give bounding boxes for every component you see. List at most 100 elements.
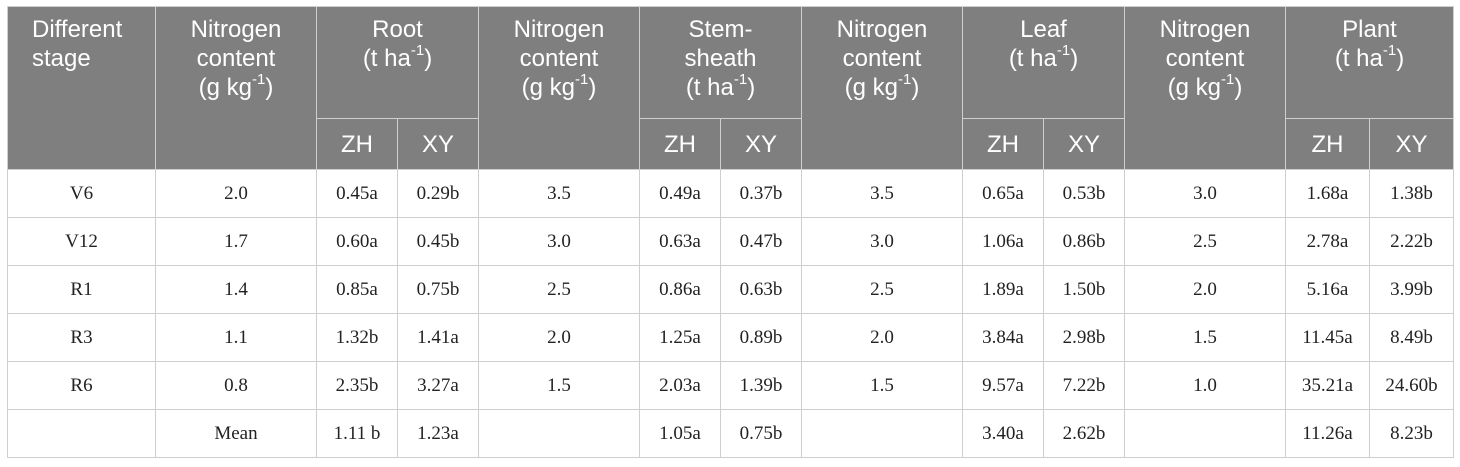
cell-root-xy: 0.75b	[398, 266, 479, 314]
table-row: V6 2.0 0.45a 0.29b 3.5 0.49a 0.37b 3.5 0…	[8, 170, 1454, 218]
table-row: Mean 1.11 b 1.23a 1.05a 0.75b 3.40a 2.62…	[8, 410, 1454, 458]
table-row: R1 1.4 0.85a 0.75b 2.5 0.86a 0.63b 2.5 1…	[8, 266, 1454, 314]
cell-stage	[8, 410, 156, 458]
header-nitrogen-3: Nitrogen content (g kg-1)	[802, 7, 963, 170]
cell-root-zh: 0.45a	[317, 170, 398, 218]
cell-nitrogen-root: 2.0	[156, 170, 317, 218]
cell-stem-zh: 2.03a	[640, 362, 721, 410]
cell-root-xy: 1.23a	[398, 410, 479, 458]
cell-root-zh: 1.32b	[317, 314, 398, 362]
header-nitrogen-word: Nitrogen	[837, 16, 928, 43]
cell-nitrogen-stem: 2.5	[479, 266, 640, 314]
header-leaf-title: Leaf	[1020, 16, 1067, 43]
cell-nitrogen-plant: 2.0	[1125, 266, 1286, 314]
cell-stem-zh: 1.05a	[640, 410, 721, 458]
header-unit-exp: -1	[898, 71, 911, 88]
header-unit: (g kg	[845, 74, 898, 101]
header-unit-exp: -1	[575, 71, 588, 88]
cell-leaf-xy: 0.53b	[1044, 170, 1125, 218]
cell-nitrogen-plant: 1.5	[1125, 314, 1286, 362]
cell-stem-xy: 0.89b	[721, 314, 802, 362]
cell-nitrogen-leaf	[802, 410, 963, 458]
cell-nitrogen-leaf: 1.5	[802, 362, 963, 410]
header-nitrogen-word: Nitrogen	[1160, 16, 1251, 43]
header-leaf-zh: ZH	[963, 119, 1044, 170]
cell-leaf-xy: 2.62b	[1044, 410, 1125, 458]
table-row: R6 0.8 2.35b 3.27a 1.5 2.03a 1.39b 1.5 9…	[8, 362, 1454, 410]
header-nitrogen-1: Nitrogen content (g kg-1)	[156, 7, 317, 170]
cell-nitrogen-plant: 3.0	[1125, 170, 1286, 218]
header-nitrogen-4: Nitrogen content (g kg-1)	[1125, 7, 1286, 170]
cell-nitrogen-leaf: 3.5	[802, 170, 963, 218]
cell-leaf-xy: 7.22b	[1044, 362, 1125, 410]
cell-leaf-zh: 0.65a	[963, 170, 1044, 218]
cell-stage: V12	[8, 218, 156, 266]
header-unit-exp: -1	[252, 71, 265, 88]
cell-leaf-zh: 9.57a	[963, 362, 1044, 410]
header-root-title: Root	[372, 16, 423, 43]
header-nitrogen-word: Nitrogen	[514, 16, 605, 43]
header-unit-close: )	[911, 74, 919, 101]
cell-nitrogen-plant: 2.5	[1125, 218, 1286, 266]
header-unit: (g kg	[199, 74, 252, 101]
header-stage: Different stage	[8, 7, 156, 170]
cell-leaf-zh: 1.06a	[963, 218, 1044, 266]
cell-root-zh: 0.85a	[317, 266, 398, 314]
header-plant-unit-close: )	[1396, 45, 1404, 72]
header-unit-close: )	[588, 74, 596, 101]
cell-plant-xy: 3.99b	[1370, 266, 1454, 314]
header-plant-title: Plant	[1342, 16, 1397, 43]
data-table-container: Different stage Nitrogen content (g kg-1…	[7, 6, 1454, 458]
header-root-xy: XY	[398, 119, 479, 170]
header-leaf: Leaf (t ha-1)	[963, 7, 1125, 119]
header-unit-close: )	[1234, 74, 1242, 101]
header-content-word: content	[1166, 45, 1245, 72]
nitrogen-biomass-table: Different stage Nitrogen content (g kg-1…	[7, 6, 1454, 458]
header-stem-xy: XY	[721, 119, 802, 170]
cell-plant-zh: 11.45a	[1286, 314, 1370, 362]
cell-leaf-xy: 0.86b	[1044, 218, 1125, 266]
header-stage-line2: stage	[32, 45, 91, 72]
header-root-unit: (t ha	[363, 45, 411, 72]
cell-nitrogen-plant	[1125, 410, 1286, 458]
cell-stage: R6	[8, 362, 156, 410]
cell-root-zh: 0.60a	[317, 218, 398, 266]
cell-nitrogen-root: Mean	[156, 410, 317, 458]
cell-root-zh: 1.11 b	[317, 410, 398, 458]
cell-plant-zh: 2.78a	[1286, 218, 1370, 266]
cell-root-xy: 3.27a	[398, 362, 479, 410]
table-row: R3 1.1 1.32b 1.41a 2.0 1.25a 0.89b 2.0 3…	[8, 314, 1454, 362]
header-stem-unit-close: )	[747, 74, 755, 101]
header-stem-unit-exp: -1	[734, 71, 747, 88]
header-unit-exp: -1	[1221, 71, 1234, 88]
header-plant-unit: (t ha	[1335, 45, 1383, 72]
cell-nitrogen-leaf: 2.5	[802, 266, 963, 314]
cell-stem-xy: 0.63b	[721, 266, 802, 314]
cell-plant-zh: 35.21a	[1286, 362, 1370, 410]
header-plant-xy: XY	[1370, 119, 1454, 170]
cell-plant-xy: 8.23b	[1370, 410, 1454, 458]
header-stem-zh: ZH	[640, 119, 721, 170]
cell-plant-zh: 5.16a	[1286, 266, 1370, 314]
cell-stem-zh: 0.49a	[640, 170, 721, 218]
cell-stage: V6	[8, 170, 156, 218]
cell-stem-xy: 0.37b	[721, 170, 802, 218]
cell-root-xy: 0.29b	[398, 170, 479, 218]
cell-nitrogen-stem	[479, 410, 640, 458]
cell-leaf-zh: 3.84a	[963, 314, 1044, 362]
header-root: Root (t ha-1)	[317, 7, 479, 119]
header-stage-line1: Different	[32, 16, 122, 43]
cell-nitrogen-leaf: 3.0	[802, 218, 963, 266]
cell-root-xy: 1.41a	[398, 314, 479, 362]
cell-nitrogen-root: 1.7	[156, 218, 317, 266]
cell-plant-xy: 1.38b	[1370, 170, 1454, 218]
cell-root-xy: 0.45b	[398, 218, 479, 266]
cell-plant-xy: 2.22b	[1370, 218, 1454, 266]
header-stem-title-2: sheath	[684, 45, 756, 72]
header-nitrogen-2: Nitrogen content (g kg-1)	[479, 7, 640, 170]
cell-leaf-xy: 2.98b	[1044, 314, 1125, 362]
cell-leaf-zh: 3.40a	[963, 410, 1044, 458]
cell-stem-xy: 0.75b	[721, 410, 802, 458]
cell-stage: R1	[8, 266, 156, 314]
header-content-word: content	[197, 45, 276, 72]
